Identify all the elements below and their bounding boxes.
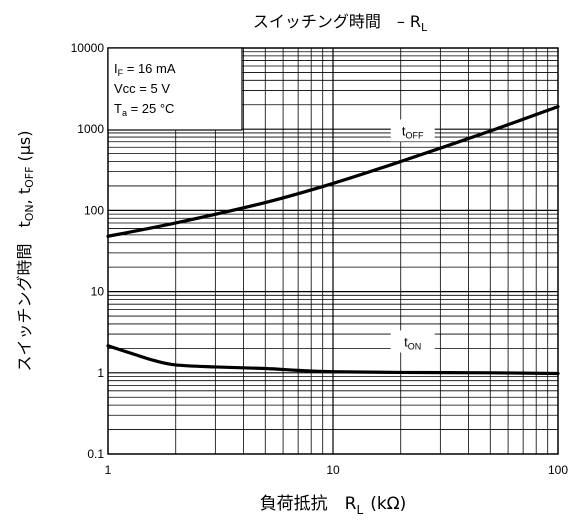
series-label-off: tOFF — [402, 124, 424, 141]
y-tick-label: 10 — [91, 285, 105, 299]
subscript-text: F — [118, 68, 124, 78]
subscript-text: ON — [408, 341, 422, 351]
text-run: t — [404, 334, 408, 349]
x-axis-label-unit: (kΩ) — [370, 494, 406, 514]
plot-frame — [107, 47, 559, 455]
series-label-bg — [390, 330, 435, 353]
y-tick-label: 100 — [84, 203, 104, 217]
series-label-bg — [390, 119, 435, 142]
subscript-text: ON — [23, 204, 36, 221]
x-tick-label: 100 — [548, 463, 568, 477]
text-run: (μs) — [15, 130, 34, 166]
condition-line: IF = 16 mA — [114, 61, 176, 78]
series-label-on: tON — [404, 334, 421, 351]
series-line-on — [106, 344, 560, 376]
x-tick-label: 10 — [326, 463, 340, 477]
text-run: T — [114, 101, 122, 116]
text-run: = 25 °C — [127, 101, 174, 116]
text-run: t — [402, 124, 406, 139]
chart-title: スイッチング時間 – RL — [253, 12, 428, 34]
condition-line: Ta = 25 °C — [114, 101, 174, 118]
text-run: = 16 mA — [123, 61, 176, 76]
condition-line: Vcc = 5 V — [114, 81, 170, 96]
chart-title-main: スイッチング時間 – R — [253, 12, 421, 31]
conditions-text: IF = 16 mA Vcc = 5 V Ta = 25 °C — [114, 61, 176, 118]
subscript-text: OFF — [23, 167, 36, 188]
y-tick-label: 10000 — [71, 41, 105, 55]
conditions-box: IF = 16 mA Vcc = 5 V Ta = 25 °C — [107, 47, 243, 131]
y-tick-label: 1 — [97, 366, 104, 380]
conditions-box-frame — [107, 47, 243, 131]
subscript-text: OFF — [406, 131, 424, 141]
chart-title-subscript: L — [421, 21, 428, 34]
x-axis-label-subscript: L — [357, 503, 364, 517]
text-run: I — [114, 61, 118, 76]
y-tick-label: 0.1 — [87, 447, 104, 461]
text-run: スイッチング時間 t — [15, 221, 34, 371]
subscript-text: a — [122, 108, 127, 118]
x-axis-label: 負荷抵抗 RL (kΩ) — [260, 494, 407, 517]
series-line-off — [106, 104, 560, 238]
x-tick-label: 1 — [105, 463, 112, 477]
x-axis-label-main: 負荷抵抗 R — [260, 494, 357, 514]
y-axis-label: スイッチング時間 tON, tOFF (μs) — [15, 130, 36, 371]
y-tick-label: 1000 — [77, 122, 104, 136]
series-layer — [106, 104, 560, 376]
text-run: Vcc = 5 V — [114, 81, 170, 96]
text-run: , t — [15, 188, 34, 204]
